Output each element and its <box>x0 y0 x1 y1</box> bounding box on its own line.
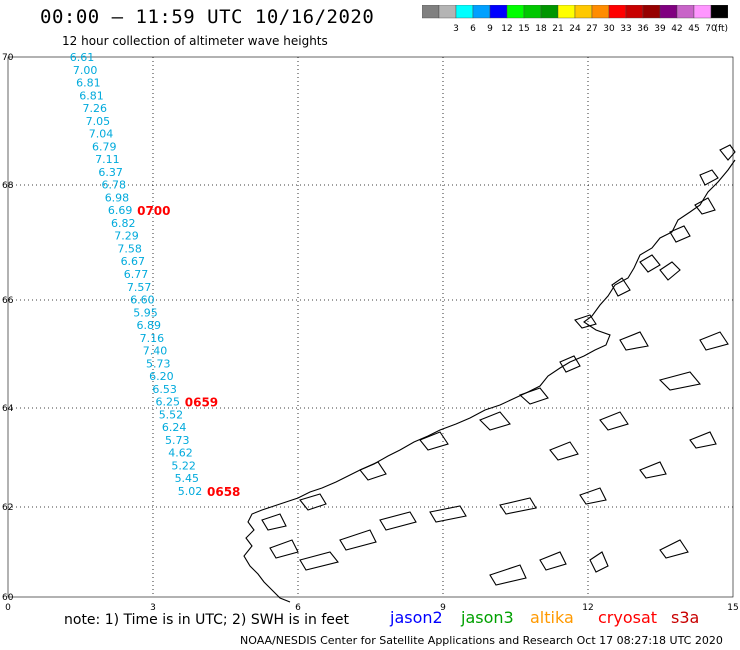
lat-tick-label: 66 <box>2 296 14 306</box>
wave-height-value: 5.52 <box>159 408 184 421</box>
wave-height-value: 6.25 <box>156 396 181 409</box>
axis-labels: 0 3 6 9 12 15 70 68 66 64 62 60 <box>2 53 739 613</box>
lon-tick-label: 15 <box>727 603 738 613</box>
wave-height-value: 6.81 <box>76 77 101 90</box>
scale-tick-label: 24 <box>569 24 581 34</box>
track-time-label: 0659 <box>185 396 218 410</box>
lat-tick-label: 60 <box>2 593 14 603</box>
wave-height-value: 7.04 <box>89 128 114 141</box>
wave-height-value: 5.02 <box>178 485 203 498</box>
wave-height-value: 5.22 <box>171 459 196 472</box>
track-time-label: 0658 <box>207 485 240 499</box>
lat-tick-label: 68 <box>2 181 14 191</box>
chart-subtitle: 12 hour collection of altimeter wave hei… <box>62 34 328 48</box>
scale-tick-label: 42 <box>671 24 682 34</box>
wave-height-value: 6.98 <box>105 191 130 204</box>
credit-line: NOAA/NESDIS Center for Satellite Applica… <box>240 634 723 647</box>
scale-tick-label: 18 <box>535 24 547 34</box>
satellite-legend-jason3: jason3 <box>461 608 514 627</box>
wave-height-value: 6.24 <box>162 421 187 434</box>
chart-title: 00:00 – 11:59 UTC 10/16/2020 <box>40 6 375 28</box>
wave-height-value: 7.58 <box>117 242 142 255</box>
wave-height-value: 6.78 <box>102 179 127 192</box>
satellite-legend-jason2: jason2 <box>390 608 443 627</box>
lat-lon-grid <box>7 56 734 598</box>
wave-height-value: 6.89 <box>136 319 161 332</box>
wave-height-value: 6.37 <box>98 166 123 179</box>
scale-tick-label: 27 <box>586 24 597 34</box>
wave-height-value: 7.05 <box>86 115 111 128</box>
wave-height-value: 7.57 <box>127 281 152 294</box>
wave-height-value: 7.11 <box>95 153 120 166</box>
wave-height-value: 7.40 <box>143 345 168 358</box>
wave-height-value: 6.67 <box>121 255 146 268</box>
footer-note: note: 1) Time is in UTC; 2) SWH is in fe… <box>64 612 350 628</box>
lon-tick-label: 12 <box>582 603 593 613</box>
wave-height-value: 6.69 <box>108 204 133 217</box>
scale-swatch <box>710 5 728 19</box>
satellite-legend-altika: altika <box>530 608 574 627</box>
scale-unit-label: (ft) <box>714 24 728 34</box>
scale-tick-label: 45 <box>688 24 699 34</box>
wave-height-value: 7.26 <box>82 102 107 115</box>
altimeter-track: 6.617.006.816.817.267.057.046.797.116.37… <box>70 51 241 499</box>
wave-height-value: 6.53 <box>152 383 177 396</box>
scale-tick-label: 9 <box>487 24 493 34</box>
lon-tick-label: 3 <box>150 603 156 613</box>
scale-tick-label: 36 <box>637 24 649 34</box>
wave-height-value: 6.20 <box>149 370 174 383</box>
wave-height-value: 7.29 <box>114 230 139 243</box>
scale-tick-label: 12 <box>501 24 512 34</box>
scale-tick-label: 39 <box>654 24 666 34</box>
scale-tick-label: 3 <box>453 24 459 34</box>
lon-tick-label: 6 <box>295 603 301 613</box>
wave-height-value: 7.00 <box>73 64 98 77</box>
wave-height-value: 6.77 <box>124 268 149 281</box>
wave-height-value: 5.73 <box>165 434 190 447</box>
wave-height-value: 6.82 <box>111 217 136 230</box>
scale-tick-label: 6 <box>470 24 476 34</box>
wave-height-value: 6.81 <box>79 89 104 102</box>
wave-height-value: 6.61 <box>70 51 95 64</box>
map-frame <box>7 56 734 598</box>
scale-tick-label: 30 <box>603 24 615 34</box>
wave-height-value: 7.16 <box>140 332 165 345</box>
wave-height-value: 5.45 <box>175 472 200 485</box>
wave-height-value: 6.60 <box>130 294 155 307</box>
lon-tick-label: 0 <box>5 603 11 613</box>
track-time-label: 0700 <box>137 204 170 218</box>
norway-coastline <box>243 144 736 603</box>
lon-tick-label: 9 <box>440 603 446 613</box>
color-scale-legend: 3 6 9 12 15 18 21 24 27 30 33 36 39 42 45 70(ft) <box>422 5 728 34</box>
scale-tick-label: 33 <box>620 24 631 34</box>
wave-height-value: 5.73 <box>146 357 171 370</box>
satellite-legend-s3a: s3a <box>671 608 700 627</box>
wave-height-value: 5.95 <box>133 306 158 319</box>
lat-tick-label: 62 <box>2 503 13 513</box>
scale-tick-label: 70 <box>705 24 717 34</box>
satellite-legend-cryosat: cryosat <box>598 608 658 627</box>
scale-tick-label: 21 <box>552 24 563 34</box>
wave-height-value: 4.62 <box>168 447 193 460</box>
lat-tick-label: 64 <box>2 404 14 414</box>
scale-tick-label: 15 <box>518 24 529 34</box>
wave-height-value: 6.79 <box>92 140 117 153</box>
lat-tick-label: 70 <box>2 53 14 63</box>
